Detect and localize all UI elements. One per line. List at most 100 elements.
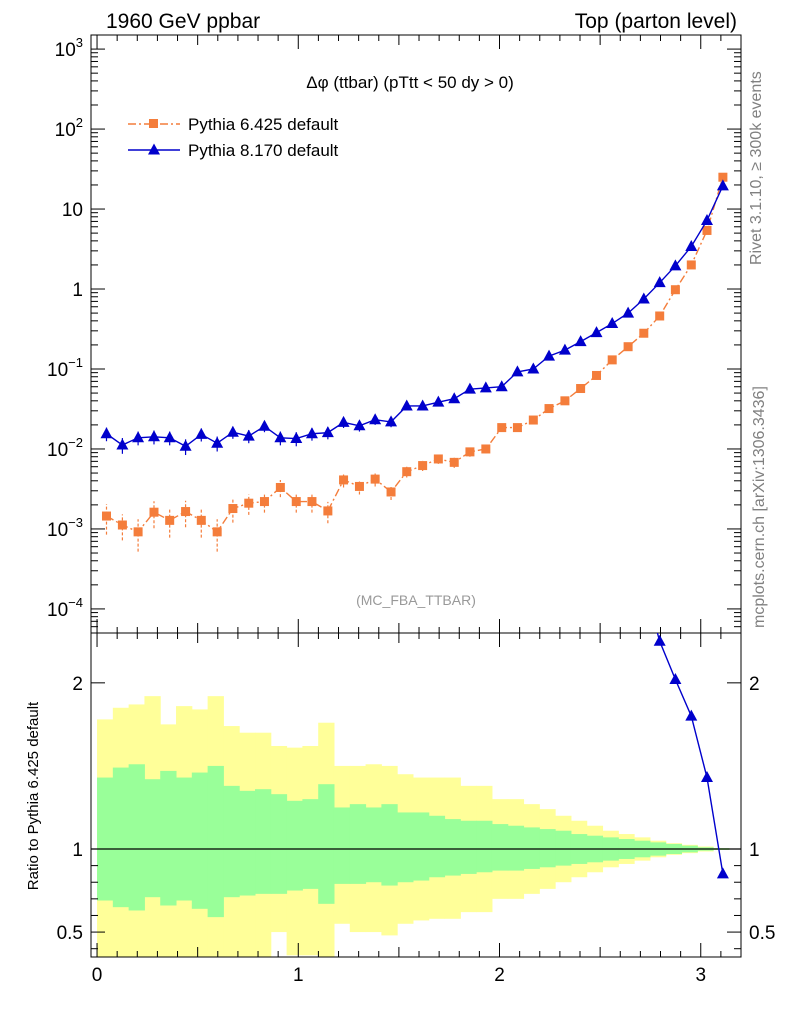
data-point <box>369 413 382 425</box>
band-bin <box>365 807 382 883</box>
ratio-y-tick-label: 1 <box>72 840 83 861</box>
data-point <box>543 349 556 361</box>
data-point <box>290 432 303 444</box>
data-point <box>511 365 524 377</box>
data-point <box>244 498 254 508</box>
ratio-y-tick-label: 2 <box>72 674 83 695</box>
data-point <box>402 467 412 477</box>
main-y-tick-label: 103 <box>55 35 83 61</box>
data-point <box>165 515 175 525</box>
ratio-axes: 0.5 0.5 1 1 2 2 0 1 2 3 <box>57 632 775 986</box>
data-point <box>685 240 698 252</box>
band-bin <box>397 812 414 883</box>
legend-label-pythia6: Pythia 6.425 default <box>188 115 339 134</box>
x-tick-label: 2 <box>494 965 505 986</box>
main-y-tick-label: 10−2 <box>47 435 83 461</box>
band-bin <box>160 770 177 906</box>
data-point <box>495 380 508 392</box>
data-point <box>623 342 633 352</box>
x-tick-label: 0 <box>92 965 103 986</box>
ratio-y-tick-label-right: 0.5 <box>749 923 775 944</box>
band-bin <box>412 812 430 881</box>
band-bin <box>523 827 540 869</box>
data-point <box>291 497 301 507</box>
band-bin <box>191 772 209 909</box>
data-point <box>449 457 459 467</box>
data-point <box>718 172 728 182</box>
data-point <box>418 461 428 471</box>
data-point <box>116 438 129 450</box>
band-bin <box>302 799 319 889</box>
data-point <box>226 425 239 437</box>
data-point <box>416 399 429 411</box>
band-bin <box>207 765 224 918</box>
band-bin <box>270 794 288 894</box>
mcplots-label: mcplots.cern.ch [arXiv:1306.3436] <box>751 386 768 628</box>
data-point <box>307 497 317 507</box>
legend-entry-pythia6: Pythia 6.425 default <box>128 115 339 134</box>
data-point <box>321 426 334 438</box>
ratio-line <box>656 633 724 875</box>
legend-label-pythia8: Pythia 8.170 default <box>188 141 339 160</box>
data-point <box>702 225 712 235</box>
main-y-tick-label: 1 <box>72 280 83 301</box>
band-bin <box>428 815 446 878</box>
main-y-tick-label: 10 <box>62 200 83 221</box>
data-point <box>433 454 443 464</box>
data-point <box>149 507 159 517</box>
data-point <box>353 419 366 431</box>
band-bin <box>491 824 509 871</box>
data-point <box>211 436 224 448</box>
header-left: 1960 GeV ppbar <box>106 10 260 33</box>
data-point <box>386 487 396 497</box>
data-point <box>448 392 461 404</box>
data-point <box>560 396 570 406</box>
data-point <box>385 415 398 427</box>
main-y-tick-label: 10−3 <box>47 515 83 541</box>
data-point <box>607 355 617 365</box>
ratio-point <box>685 709 698 721</box>
data-point <box>133 527 143 537</box>
data-point <box>274 431 287 443</box>
ratio-point <box>716 867 729 879</box>
band-bin <box>223 785 240 898</box>
legend-marker-pythia6 <box>149 119 158 128</box>
band-bin <box>507 825 525 871</box>
data-point <box>653 276 666 288</box>
data-point <box>432 395 445 407</box>
data-point <box>527 362 540 374</box>
series-pythia6 <box>101 172 728 552</box>
ratio-point <box>700 771 713 783</box>
data-point <box>101 511 111 521</box>
data-point <box>339 475 349 485</box>
series-pythia8 <box>100 179 729 456</box>
band-bin <box>460 820 477 874</box>
data-point <box>179 439 192 451</box>
band-bin <box>318 784 335 904</box>
data-point <box>275 482 285 492</box>
ratio-point <box>653 634 666 646</box>
x-tick-label: 1 <box>293 965 304 986</box>
band-bin <box>444 819 461 876</box>
ratio-y-tick-label: 0.5 <box>57 923 83 944</box>
rivet-label: Rivet 3.1.10, ≥ 300k events <box>748 71 765 265</box>
series-line <box>106 177 724 533</box>
data-point <box>100 427 113 439</box>
data-point <box>354 481 364 491</box>
data-point <box>606 317 619 329</box>
data-point <box>558 343 571 355</box>
band-bin <box>286 800 303 891</box>
band-bin <box>176 777 193 901</box>
data-point <box>669 259 682 271</box>
data-point <box>622 306 635 318</box>
data-point <box>323 506 333 516</box>
data-point <box>497 423 507 433</box>
band-bin <box>144 779 161 898</box>
header-right: Top (parton level) <box>575 10 737 33</box>
data-point <box>700 213 713 225</box>
ratio-series-pythia8 <box>653 633 729 879</box>
data-point <box>590 326 603 338</box>
main-title: Δφ (ttbar) (pTtt < 50 dy > 0) <box>306 73 514 92</box>
data-point <box>117 520 127 530</box>
